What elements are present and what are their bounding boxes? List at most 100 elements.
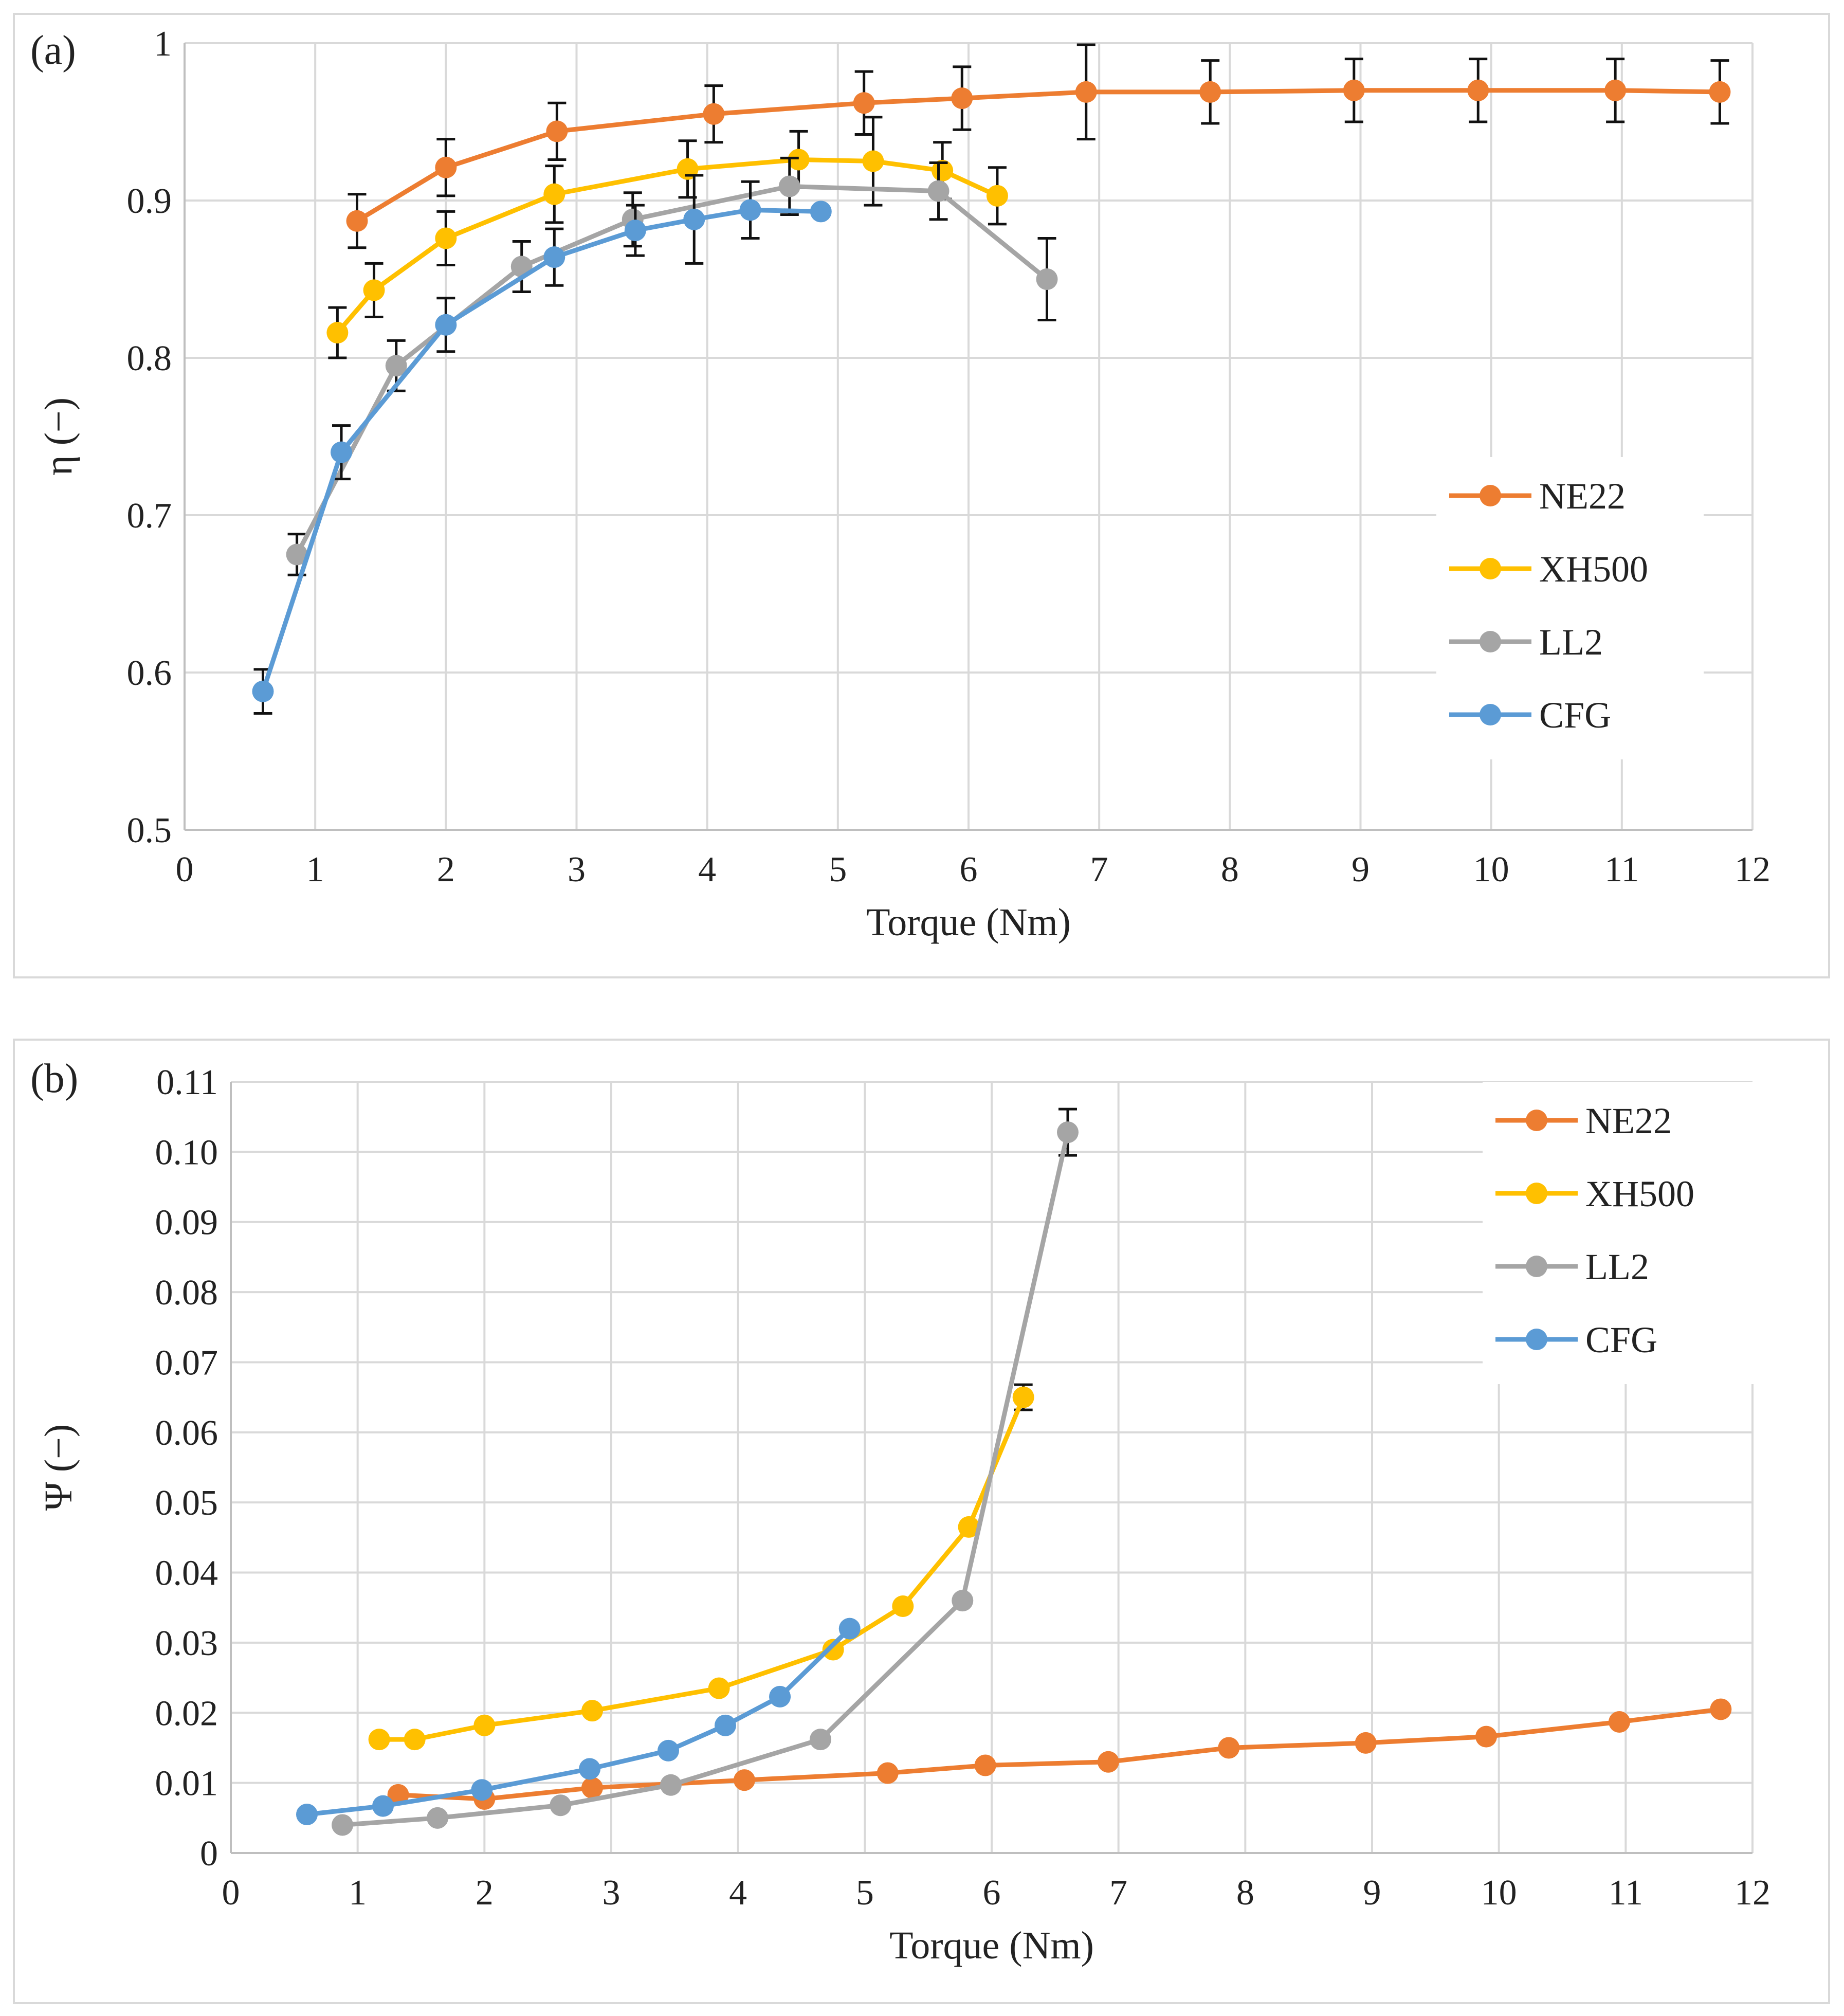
data-point-cfg bbox=[372, 1795, 394, 1817]
data-point-xh500 bbox=[404, 1729, 426, 1751]
x-tick-label-a: 7 bbox=[1090, 850, 1108, 889]
data-point-cfg bbox=[331, 441, 352, 463]
data-point-ll2 bbox=[810, 1729, 831, 1751]
y-tick-label-b: 0.04 bbox=[155, 1554, 218, 1593]
series-line-xh500 bbox=[335, 157, 998, 334]
data-point-cfg bbox=[658, 1739, 679, 1761]
x-tick-label-a: 10 bbox=[1473, 850, 1509, 889]
data-point-ne22 bbox=[1097, 1751, 1119, 1773]
series-cfg-b bbox=[296, 1618, 861, 1825]
data-point-ne22 bbox=[951, 87, 973, 110]
y-tick-label-b: 0.10 bbox=[155, 1133, 218, 1172]
data-point-ne22 bbox=[1355, 1732, 1377, 1754]
data-point-ll2 bbox=[952, 1590, 974, 1612]
legend-swatch-marker-cfg bbox=[1526, 1329, 1547, 1350]
x-tick-label-a: 12 bbox=[1735, 850, 1770, 889]
data-point-ll2 bbox=[332, 1814, 354, 1836]
data-point-ll2 bbox=[286, 543, 308, 566]
x-tick-label-b: 4 bbox=[729, 1873, 747, 1913]
legend-box-a bbox=[1436, 457, 1704, 759]
panel-label-b: (b) bbox=[30, 1056, 78, 1101]
y-tick-label-b: 0.09 bbox=[155, 1203, 218, 1243]
x-tick-label-a: 8 bbox=[1221, 850, 1239, 889]
data-point-xh500 bbox=[543, 183, 565, 205]
x-tick-label-b: 0 bbox=[222, 1873, 240, 1913]
y-tick-label-a: 0.5 bbox=[127, 811, 172, 850]
data-point-cfg bbox=[543, 246, 565, 268]
data-point-cfg bbox=[435, 314, 457, 336]
x-tick-label-b: 9 bbox=[1363, 1873, 1381, 1913]
legend-label-xh500: XH500 bbox=[1539, 549, 1648, 590]
x-axis-title-a: Torque (Nm) bbox=[866, 901, 1071, 944]
x-tick-label-b: 5 bbox=[856, 1873, 874, 1913]
data-point-cfg bbox=[769, 1685, 791, 1708]
series-line-ne22 bbox=[398, 1706, 1721, 1802]
data-point-xh500 bbox=[932, 159, 954, 181]
data-point-cfg bbox=[810, 201, 832, 223]
data-point-cfg bbox=[296, 1804, 318, 1825]
legend-swatch-marker-ne22 bbox=[1526, 1110, 1547, 1131]
data-point-ne22 bbox=[703, 103, 725, 125]
y-axis-title-a: η (−) bbox=[37, 397, 80, 476]
y-axis-title-b: Ψ (−) bbox=[37, 1424, 80, 1511]
x-tick-label-b: 7 bbox=[1109, 1873, 1127, 1913]
data-point-xh500 bbox=[958, 1516, 980, 1538]
y-tick-label-a: 0.6 bbox=[127, 653, 172, 693]
legend-label-xh500: XH500 bbox=[1585, 1173, 1694, 1214]
y-tick-label-a: 0.8 bbox=[127, 339, 172, 378]
x-axis-title-b: Torque (Nm) bbox=[889, 1924, 1094, 1967]
series-xh500-a bbox=[326, 116, 1008, 359]
data-point-xh500 bbox=[788, 149, 810, 171]
x-tick-label-b: 10 bbox=[1481, 1873, 1517, 1913]
data-point-ne22 bbox=[1475, 1726, 1497, 1748]
data-point-xh500 bbox=[368, 1729, 390, 1751]
data-point-xh500 bbox=[326, 322, 349, 344]
y-tick-label-a: 1 bbox=[154, 24, 172, 64]
x-tick-label-b: 12 bbox=[1735, 1873, 1770, 1913]
data-point-ne22 bbox=[581, 1777, 603, 1799]
series-cfg-a bbox=[252, 174, 832, 715]
y-tick-label-b: 0.11 bbox=[156, 1063, 218, 1102]
legend-label-ll2: LL2 bbox=[1585, 1246, 1649, 1287]
series-ll2-a bbox=[286, 156, 1058, 576]
data-point-xh500 bbox=[892, 1595, 914, 1617]
data-point-ll2 bbox=[1057, 1121, 1079, 1143]
y-tick-label-b: 0.02 bbox=[155, 1694, 218, 1733]
data-point-ll2 bbox=[550, 1794, 572, 1817]
legend-label-cfg: CFG bbox=[1539, 695, 1611, 736]
data-point-ne22 bbox=[1199, 81, 1221, 103]
y-tick-label-b: 0.03 bbox=[155, 1624, 218, 1663]
data-point-cfg bbox=[624, 220, 646, 242]
data-point-ne22 bbox=[1343, 79, 1365, 101]
data-point-ne22 bbox=[877, 1762, 899, 1784]
x-tick-label-b: 8 bbox=[1236, 1873, 1254, 1913]
series-line-cfg bbox=[306, 1627, 851, 1817]
x-tick-label-a: 9 bbox=[1352, 850, 1370, 889]
data-point-xh500 bbox=[822, 1639, 844, 1661]
data-point-xh500 bbox=[473, 1714, 496, 1736]
x-tick-label-b: 11 bbox=[1609, 1873, 1643, 1913]
x-tick-label-a: 11 bbox=[1604, 850, 1639, 889]
y-tick-label-b: 0.05 bbox=[155, 1483, 218, 1523]
data-point-xh500 bbox=[363, 279, 385, 301]
legend-swatch-marker-cfg bbox=[1480, 704, 1501, 725]
data-point-cfg bbox=[838, 1618, 861, 1640]
legend-swatch-marker-xh500 bbox=[1526, 1183, 1547, 1204]
data-point-ne22 bbox=[1609, 1711, 1630, 1733]
chart-panel-b: 0 1 2 3 4 5 6 7 8 9 10 11 12 0 0.01 0.02 0.03 0.04 0.05 0.0… bbox=[13, 1039, 1830, 2004]
data-point-ne22 bbox=[1218, 1737, 1240, 1759]
data-point-ne22 bbox=[387, 1784, 409, 1806]
x-tick-label-b: 2 bbox=[476, 1873, 494, 1913]
data-point-ne22 bbox=[1709, 81, 1731, 103]
data-point-ne22 bbox=[1710, 1698, 1732, 1720]
data-point-ne22 bbox=[1075, 81, 1097, 103]
y-tick-label-b: 0.01 bbox=[155, 1764, 218, 1804]
y-tick-label-b: 0 bbox=[200, 1834, 218, 1874]
x-tick-label-a: 5 bbox=[829, 850, 847, 889]
data-point-ll2 bbox=[778, 175, 800, 197]
data-point-cfg bbox=[471, 1779, 493, 1801]
x-tick-label-a: 4 bbox=[698, 850, 716, 889]
x-tick-label-a: 3 bbox=[568, 850, 586, 889]
data-point-cfg bbox=[579, 1758, 601, 1780]
x-tick-label-b: 3 bbox=[603, 1873, 620, 1913]
